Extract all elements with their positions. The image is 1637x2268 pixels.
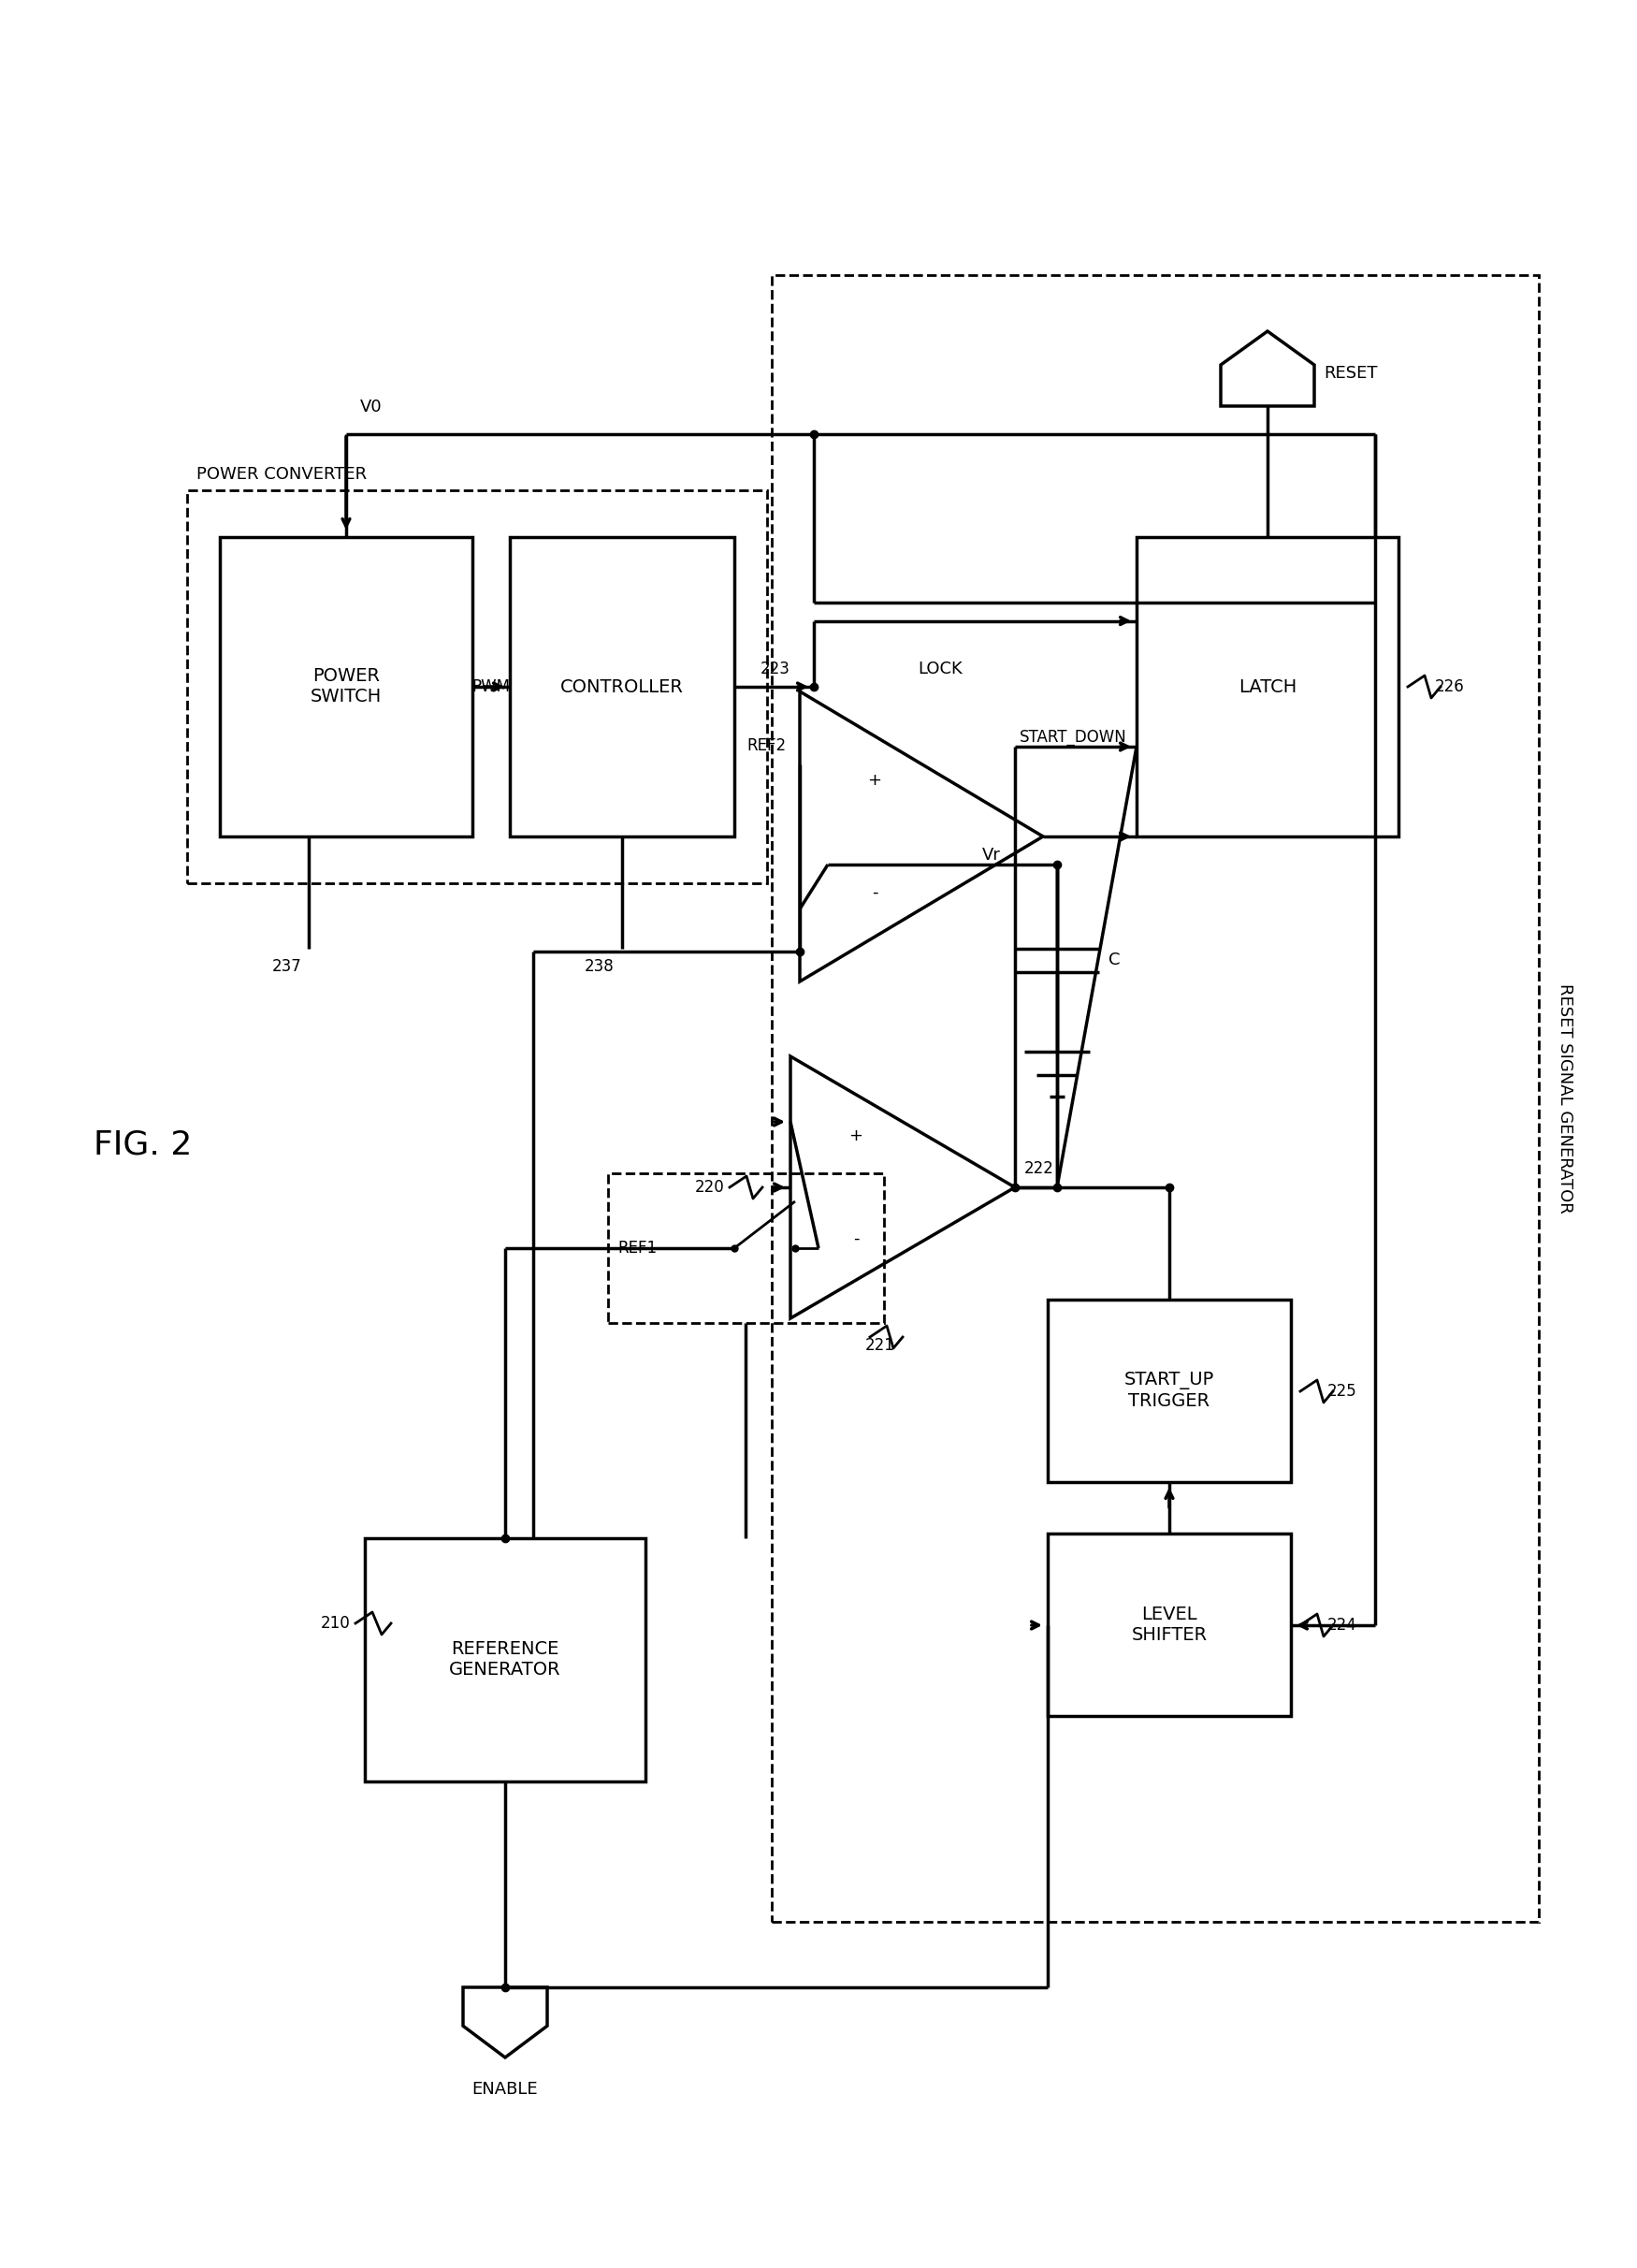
- Bar: [187, 490, 768, 882]
- Bar: [1048, 1533, 1292, 1717]
- Text: RESET: RESET: [1324, 365, 1377, 381]
- Text: LATCH: LATCH: [1239, 678, 1297, 696]
- Bar: [771, 274, 1539, 1921]
- Text: V0: V0: [360, 399, 383, 415]
- Text: 224: 224: [1328, 1617, 1357, 1633]
- Text: CONTROLLER: CONTROLLER: [560, 678, 684, 696]
- Text: 226: 226: [1436, 678, 1465, 696]
- Text: 238: 238: [584, 957, 614, 975]
- Text: REF2: REF2: [746, 737, 786, 755]
- Text: +: +: [868, 771, 882, 789]
- Text: RESET SIGNAL GENERATOR: RESET SIGNAL GENERATOR: [1557, 984, 1573, 1213]
- Text: -: -: [853, 1229, 859, 1247]
- Text: START_DOWN: START_DOWN: [1020, 728, 1128, 746]
- Text: 221: 221: [866, 1338, 895, 1354]
- Text: 222: 222: [1025, 1161, 1054, 1177]
- Text: +: +: [850, 1127, 863, 1145]
- Text: FIG. 2: FIG. 2: [93, 1129, 192, 1161]
- Text: ENABLE: ENABLE: [471, 2080, 539, 2098]
- Bar: [219, 538, 473, 837]
- Text: LEVEL
SHIFTER: LEVEL SHIFTER: [1131, 1606, 1206, 1644]
- Text: 225: 225: [1328, 1383, 1357, 1399]
- Text: Vr: Vr: [982, 846, 1000, 864]
- Bar: [607, 1173, 884, 1322]
- Text: C: C: [1108, 953, 1120, 968]
- Text: POWER CONVERTER: POWER CONVERTER: [196, 465, 367, 483]
- Bar: [1048, 1300, 1292, 1481]
- Text: START_UP
TRIGGER: START_UP TRIGGER: [1125, 1372, 1215, 1411]
- Text: 223: 223: [761, 660, 791, 678]
- Bar: [509, 538, 735, 837]
- Text: PWM: PWM: [471, 678, 511, 696]
- Text: LOCK: LOCK: [918, 660, 963, 678]
- Text: REFERENCE
GENERATOR: REFERENCE GENERATOR: [449, 1640, 561, 1678]
- Bar: [1136, 538, 1398, 837]
- Text: 210: 210: [321, 1615, 350, 1631]
- Bar: [365, 1538, 645, 1780]
- Text: 220: 220: [696, 1179, 725, 1195]
- Text: REF1: REF1: [617, 1241, 656, 1256]
- Text: 237: 237: [272, 957, 301, 975]
- Text: -: -: [871, 885, 877, 900]
- Text: POWER
SWITCH: POWER SWITCH: [311, 667, 381, 705]
